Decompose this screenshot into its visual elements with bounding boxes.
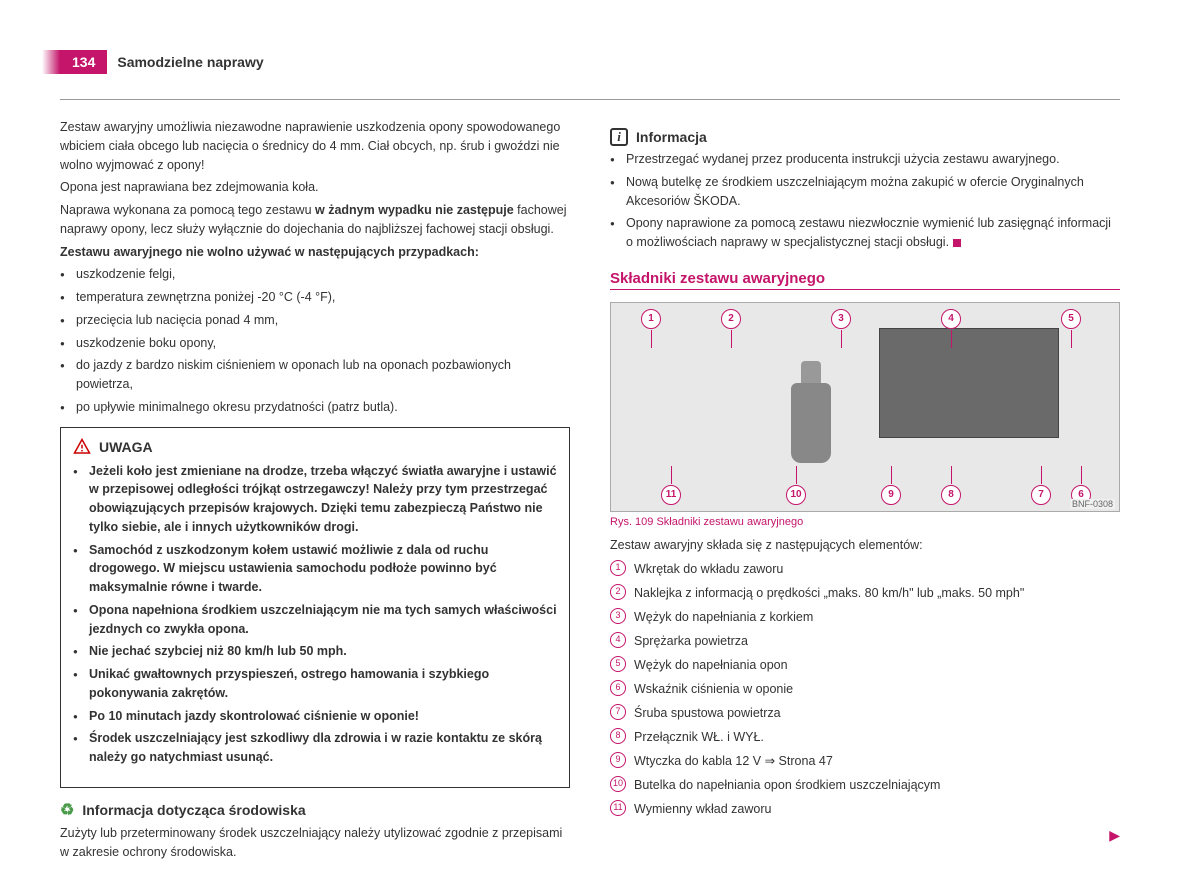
cases-list: uszkodzenie felgi, temperatura zewnętrzna… (60, 265, 570, 416)
component-number: 5 (610, 656, 626, 672)
env-text: Zużyty lub przeterminowany środek uszcze… (60, 824, 570, 862)
warning-item: Jeżeli koło jest zmieniane na drodze, tr… (73, 462, 557, 537)
component-item: 3 Wężyk do napełniania z korkiem (610, 607, 1120, 627)
component-text: Śruba spustowa powietrza (634, 703, 781, 723)
case-item: temperatura zewnętrzna poniżej -20 °C (-… (60, 288, 570, 307)
header-rule (60, 99, 1120, 100)
figure-label-1: 1 (641, 309, 661, 329)
component-number: 8 (610, 728, 626, 744)
intro-para-3: Naprawa wykonana za pomocą tego zestawu … (60, 201, 570, 239)
figure-label-4: 4 (941, 309, 961, 329)
component-number: 4 (610, 632, 626, 648)
component-text: Wężyk do napełniania opon (634, 655, 788, 675)
component-text: Wężyk do napełniania z korkiem (634, 607, 813, 627)
chapter-title: Samodzielne naprawy (117, 54, 263, 70)
intro-para-1: Zestaw awaryjny umożliwia niezawodne nap… (60, 118, 570, 174)
case-item: uszkodzenie boku opony, (60, 334, 570, 353)
env-header: ♻ Informacja dotycząca środowiska (60, 800, 570, 820)
warning-item: Nie jechać szybciej niż 80 km/h lub 50 m… (73, 642, 557, 661)
end-marker (953, 239, 961, 247)
compressor-shape (879, 328, 1059, 438)
warning-list: Jeżeli koło jest zmieniane na drodze, tr… (73, 462, 557, 767)
p3-a: Naprawa wykonana za pomocą tego zestawu (60, 203, 315, 217)
component-text: Naklejka z informacją o prędkości „maks.… (634, 583, 1024, 603)
env-title: Informacja dotycząca środowiska (82, 802, 305, 818)
component-text: Wskaźnik ciśnienia w oponie (634, 679, 793, 699)
case-item: uszkodzenie felgi, (60, 265, 570, 284)
right-column: i Informacja Przestrzegać wydanej przez … (610, 118, 1120, 865)
component-item: 2 Naklejka z informacją o prędkości „maks… (610, 583, 1120, 603)
case-item: przecięcia lub nacięcia ponad 4 mm, (60, 311, 570, 330)
info-item: Nową butelkę ze środkiem uszczelniającym… (610, 173, 1120, 211)
component-text: Wkrętak do wkładu zaworu (634, 559, 783, 579)
intro-para-2: Opona jest naprawiana bez zdejmowania ko… (60, 178, 570, 197)
component-number: 1 (610, 560, 626, 576)
component-number: 7 (610, 704, 626, 720)
figure-label-2: 2 (721, 309, 741, 329)
components-list: 1 Wkrętak do wkładu zaworu 2 Naklejka z inf… (610, 559, 1120, 819)
component-number: 9 (610, 752, 626, 768)
components-title: Składniki zestawu awaryjnego (610, 270, 1120, 287)
info-list: Przestrzegać wydanej przez producenta in… (610, 150, 1120, 252)
component-item: 4 Sprężarka powietrza (610, 631, 1120, 651)
component-item: 5 Wężyk do napełniania opon (610, 655, 1120, 675)
component-number: 11 (610, 800, 626, 816)
case-item: po upływie minimalnego okresu przydatnoś… (60, 398, 570, 417)
figure-109: 1234511109876 BNF-0308 (610, 302, 1120, 512)
warning-item: Unikać gwałtownych przyspieszeń, ostrego… (73, 665, 557, 703)
component-item: 10 Butelka do napełniania opon środkiem u… (610, 775, 1120, 795)
cases-heading: Zestawu awaryjnego nie wolno używać w na… (60, 243, 570, 262)
page-number: 134 (60, 50, 107, 74)
info-header: i Informacja (610, 128, 1120, 146)
p3-b: w żadnym wypadku nie zastępuje (315, 203, 514, 217)
component-text: Wtyczka do kabla 12 V ⇒ Strona 47 (634, 751, 833, 771)
info-title: Informacja (636, 129, 707, 145)
warning-box: UWAGA Jeżeli koło jest zmieniane na drod… (60, 427, 570, 788)
case-item: do jazdy z bardzo niskim ciśnieniem w op… (60, 356, 570, 394)
component-number: 2 (610, 584, 626, 600)
figure-label-8: 8 (941, 485, 961, 505)
component-text: Butelka do napełniania opon środkiem usz… (634, 775, 940, 795)
component-item: 9 Wtyczka do kabla 12 V ⇒ Strona 47 (610, 751, 1120, 771)
warning-title: UWAGA (99, 439, 153, 455)
figure-label-9: 9 (881, 485, 901, 505)
figure-label-5: 5 (1061, 309, 1081, 329)
component-text: Sprężarka powietrza (634, 631, 748, 651)
warning-item: Opona napełniona środkiem uszczelniający… (73, 601, 557, 639)
warning-icon (73, 438, 91, 456)
continue-arrow-icon: ▶ (1109, 827, 1120, 844)
components-rule (610, 289, 1120, 290)
figure-label-7: 7 (1031, 485, 1051, 505)
figure-label-11: 11 (661, 485, 681, 505)
component-text: Wymienny wkład zaworu (634, 799, 771, 819)
info-item: Przestrzegać wydanej przez producenta in… (610, 150, 1120, 169)
component-item: 1 Wkrętak do wkładu zaworu (610, 559, 1120, 579)
component-number: 10 (610, 776, 626, 792)
figure-caption: Rys. 109 Składniki zestawu awaryjnego (610, 516, 1120, 528)
component-number: 3 (610, 608, 626, 624)
component-item: 11 Wymienny wkład zaworu (610, 799, 1120, 819)
figure-code: BNF-0308 (1070, 499, 1115, 509)
left-column: Zestaw awaryjny umożliwia niezawodne nap… (60, 118, 570, 865)
warning-item: Po 10 minutach jazdy skontrolować ciśnie… (73, 707, 557, 726)
figure-label-10: 10 (786, 485, 806, 505)
component-number: 6 (610, 680, 626, 696)
component-item: 6 Wskaźnik ciśnienia w oponie (610, 679, 1120, 699)
info-icon: i (610, 128, 628, 146)
component-item: 8 Przełącznik WŁ. i WYŁ. (610, 727, 1120, 747)
figure-label-3: 3 (831, 309, 851, 329)
warning-item: Samochód z uszkodzonym kołem ustawić moż… (73, 541, 557, 597)
bottle-shape (791, 383, 831, 463)
component-item: 7 Śruba spustowa powietrza (610, 703, 1120, 723)
figure-intro: Zestaw awaryjny składa się z następujący… (610, 536, 1120, 555)
recycle-icon: ♻ (60, 800, 74, 820)
page-header: 134 Samodzielne naprawy (60, 50, 1120, 74)
warning-header: UWAGA (73, 438, 557, 456)
warning-item: Środek uszczelniający jest szkodliwy dla… (73, 729, 557, 767)
info-item: Opony naprawione za pomocą zestawu niezw… (610, 214, 1120, 252)
component-text: Przełącznik WŁ. i WYŁ. (634, 727, 764, 747)
